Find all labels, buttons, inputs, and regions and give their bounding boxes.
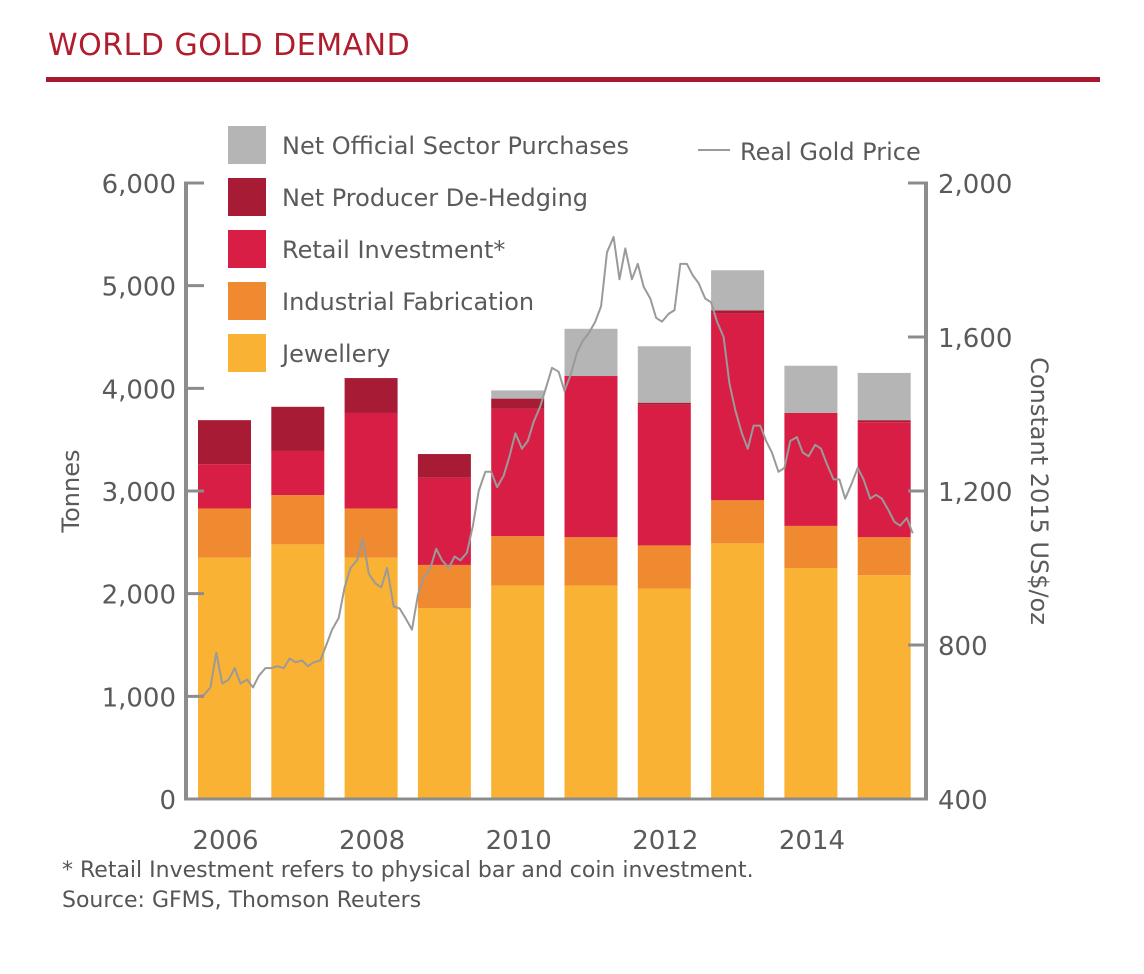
y-tick-label: 4,000 [102, 375, 176, 405]
bar-official-2014 [784, 365, 838, 413]
bar-industrial-2014 [784, 525, 838, 568]
footnote: * Retail Investment refers to physical b… [62, 858, 754, 883]
y-tick-label: 1,000 [102, 683, 176, 713]
bar-industrial-2006 [198, 508, 251, 558]
bar-industrial-2011 [564, 537, 618, 586]
bar-industrial-2008 [344, 508, 398, 558]
legend-swatch-official [228, 126, 266, 164]
bar-official-2012 [637, 346, 691, 403]
source-note: Source: GFMS, Thomson Reuters [62, 888, 422, 913]
y-tick-label: 2,000 [102, 581, 176, 611]
legend-label-jewellery: Jewellery [280, 340, 390, 368]
y2-tick-label: 1,600 [938, 324, 1012, 354]
bar-jewellery-2007 [271, 544, 325, 799]
bars-layer [198, 270, 911, 799]
x-tick-label: 2010 [486, 826, 552, 856]
title-divider [46, 77, 1100, 82]
bar-jewellery-2014 [784, 568, 838, 799]
bar-retail-2009 [417, 477, 471, 565]
legend-swatch-retail [228, 230, 266, 268]
y2-tick-label: 1,200 [938, 478, 1012, 508]
bar-jewellery-2006 [198, 557, 251, 799]
bar-jewellery-2011 [564, 585, 618, 799]
bar-jewellery-2013 [711, 543, 765, 799]
bar-industrial-2007 [271, 495, 325, 545]
bar-dehedging-2015 [857, 420, 911, 423]
y2-tick-label: 2,000 [938, 170, 1012, 200]
y2-tick-label: 800 [938, 632, 988, 662]
bar-official-2015 [857, 372, 911, 421]
legend-label-official: Net Official Sector Purchases [282, 132, 629, 160]
y-tick-label: 0 [159, 786, 176, 816]
axes-layer: 0 1,000 2,000 3,000 4,000 5,000 6,000 400 800 1,2… [57, 170, 1053, 856]
x-tick-label: 2012 [632, 826, 698, 856]
x-tick-label: 2014 [779, 826, 845, 856]
y2-axis-title: Constant 2015 US$/oz [1025, 357, 1053, 625]
bar-dehedging-2006 [198, 420, 251, 465]
bar-industrial-2013 [711, 500, 765, 544]
y-tick-label: 3,000 [102, 478, 176, 508]
x-tick-label: 2006 [192, 826, 258, 856]
bar-dehedging-2013 [711, 310, 765, 314]
legend-swatch-industrial [228, 282, 266, 320]
legend-swatch-dehedging [228, 178, 266, 216]
legend-label-retail: Retail Investment* [282, 236, 505, 264]
bar-jewellery-2008 [344, 557, 398, 799]
y-axis-title: Tonnes [57, 450, 85, 534]
bar-official-2010 [491, 390, 545, 399]
bar-industrial-2012 [637, 545, 691, 589]
bar-retail-2015 [857, 422, 911, 538]
legend-label-dehedging: Net Producer De-Hedging [282, 184, 588, 212]
page-title: WORLD GOLD DEMAND [48, 28, 411, 63]
bar-official-2013 [711, 270, 765, 311]
y-tick-label: 6,000 [102, 170, 176, 200]
bar-retail-2012 [637, 404, 691, 546]
real-gold-price-line [197, 235, 914, 698]
bar-jewellery-2009 [417, 608, 471, 799]
bar-retail-2006 [198, 464, 251, 509]
bar-dehedging-2007 [271, 406, 325, 451]
legend-label-price-line: Real Gold Price [740, 138, 921, 166]
bar-industrial-2009 [417, 564, 471, 609]
bar-retail-2008 [344, 412, 398, 509]
x-tick-label: 2008 [339, 826, 405, 856]
y2-tick-label: 400 [938, 786, 988, 816]
legend-label-industrial: Industrial Fabrication [282, 288, 534, 316]
bar-retail-2011 [564, 376, 618, 538]
y-tick-label: 5,000 [102, 273, 176, 303]
bar-industrial-2010 [491, 536, 545, 586]
legend: Net Official Sector Purchases Net Produce… [228, 126, 921, 372]
bar-dehedging-2009 [417, 454, 471, 478]
bar-jewellery-2012 [637, 588, 691, 799]
bar-retail-2010 [491, 408, 545, 537]
legend-swatch-jewellery [228, 334, 266, 372]
bar-retail-2007 [271, 450, 325, 496]
bar-dehedging-2012 [637, 402, 691, 405]
bar-jewellery-2010 [491, 585, 545, 799]
price-line-layer [197, 235, 914, 698]
bar-dehedging-2008 [344, 378, 398, 413]
bar-dehedging-2010 [491, 398, 545, 409]
bar-jewellery-2015 [857, 575, 911, 799]
bar-retail-2013 [711, 313, 765, 501]
bar-industrial-2015 [857, 537, 911, 576]
